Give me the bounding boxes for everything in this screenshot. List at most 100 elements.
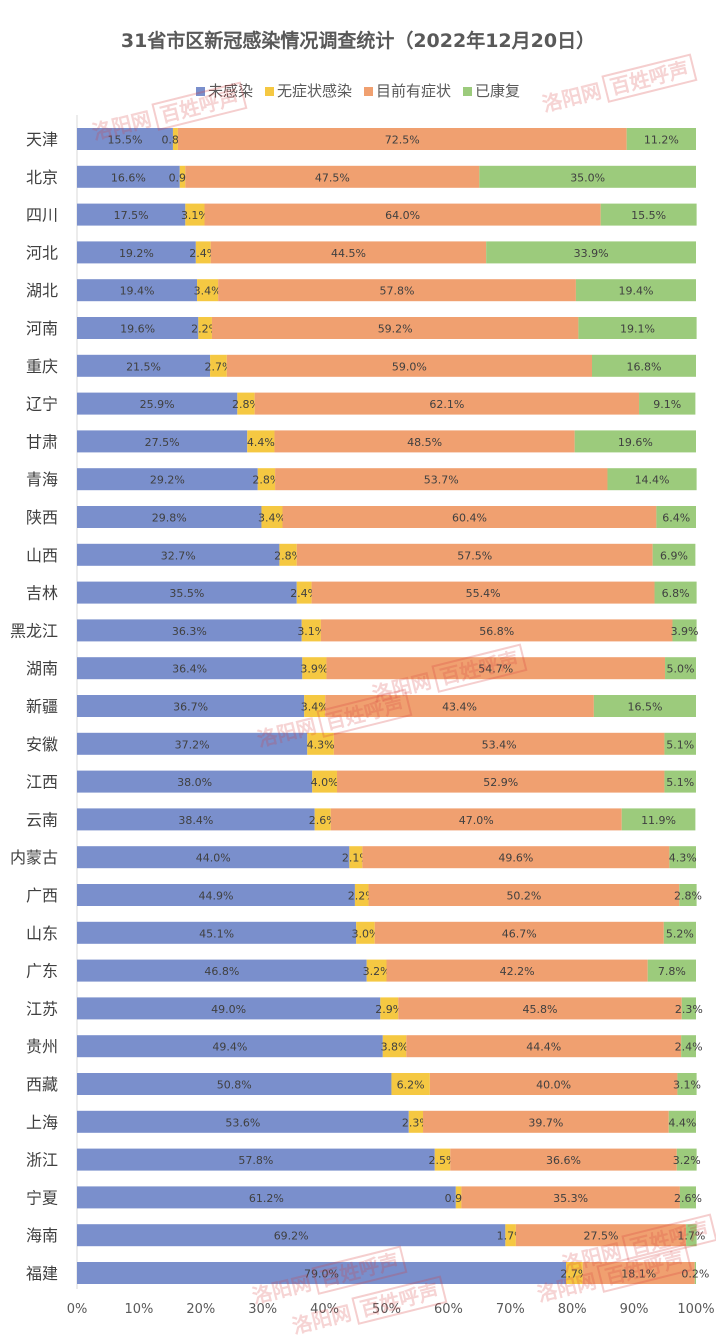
data-label: 3.9% [300,663,328,676]
category-label: 吉林 [26,584,58,603]
data-label: 6.9% [660,549,688,562]
bar-segment [656,506,696,528]
bar-segment [296,581,312,604]
bar-segment [77,1186,456,1209]
data-label: 18.1% [621,1268,656,1281]
category-label: 江苏 [26,999,58,1018]
bar-segment [578,317,697,339]
data-label: 49.0% [211,1003,246,1016]
bar-segment [307,732,334,755]
bar-segment [237,392,255,415]
data-label: 54.7% [478,663,513,676]
data-label: 11.2% [644,134,679,147]
bar-segment [668,1110,696,1133]
bar-segment [505,1224,516,1247]
data-label: 2.8% [274,549,302,562]
data-label: 5.1% [666,776,694,789]
bar-segment [179,165,186,188]
bar-segment [593,695,696,717]
data-label: 3.1% [181,209,209,222]
bar-segment [694,1262,696,1284]
bar-segment [254,392,640,415]
category-label: 安徽 [26,735,58,754]
data-label: 0.2% [681,1268,709,1281]
data-label: 59.0% [392,360,427,373]
category-label: 广西 [26,886,58,905]
bar-segment [275,468,608,491]
data-label: 3.1% [297,625,325,638]
data-label: 38.0% [177,776,212,789]
data-label: 3.4% [301,701,329,714]
bar-segment [77,770,313,793]
bar-segment [77,1262,567,1284]
data-label: 2.9% [375,1003,403,1016]
data-label: 14.4% [635,474,670,487]
data-label: 2.6% [309,814,337,827]
category-label: 贵州 [26,1037,58,1056]
data-label: 2.8% [252,474,280,487]
data-label: 61.2% [249,1192,284,1205]
x-tick-label: 60% [434,1302,463,1317]
data-label: 19.6% [120,323,155,336]
bar-segment [434,1148,451,1171]
data-label: 46.8% [204,965,239,978]
data-label: 9.1% [653,398,681,411]
data-label: 35.0% [570,171,605,184]
bar-segment [461,1186,680,1209]
data-label: 45.8% [523,1003,558,1016]
bar-segment [77,1035,383,1058]
data-label: 45.1% [199,927,234,940]
data-label: 56.8% [479,625,514,638]
category-label: 黑龙江 [10,621,58,640]
data-label: 57.8% [238,1154,273,1167]
legend-label: 目前有症状 [376,82,452,100]
bar-segment [374,921,664,944]
data-label: 46.7% [502,927,537,940]
bar-segment [198,317,212,339]
data-label: 19.4% [120,285,155,298]
bar-segment [77,808,315,831]
data-label: 3.1% [673,1079,701,1092]
data-label: 19.2% [119,247,154,260]
data-label: 47.5% [315,171,350,184]
data-label: 5.0% [667,663,695,676]
bar-segment [368,884,680,906]
data-label: 19.1% [620,323,655,336]
data-label: 3.2% [673,1154,701,1167]
bar-segment [185,203,205,226]
bar-segment [354,884,369,906]
data-label: 4.4% [247,436,275,449]
data-label: 44.5% [331,247,366,260]
bar-segment [77,506,262,528]
bar-segment [279,543,297,566]
category-label: 河北 [26,243,58,262]
bar-segment [669,846,696,869]
bar-segment [320,619,673,642]
bar-segment [257,468,276,491]
data-label: 50.8% [217,1079,252,1092]
bar-segment [301,619,321,642]
data-label: 5.1% [666,738,694,751]
bar-segment [177,128,627,150]
data-label: 62.1% [429,398,464,411]
bar-segment [679,1186,696,1209]
data-label: 21.5% [126,360,161,373]
data-label: 49.6% [498,852,533,865]
data-label: 37.2% [175,738,210,751]
x-tick-label: 10% [124,1302,153,1317]
data-label: 15.5% [631,209,666,222]
data-label: 36.4% [172,663,207,676]
x-tick-label: 90% [620,1302,649,1317]
bar-segment [333,732,665,755]
data-label: 3.2% [363,965,391,978]
data-label: 53.6% [225,1116,260,1129]
data-label: 2.4% [189,247,217,260]
bar-segment [665,657,696,680]
data-label: 39.7% [528,1116,563,1129]
data-label: 60.4% [452,512,487,525]
bar-segment [677,1073,697,1095]
bar-segment [621,808,696,831]
data-label: 3.0% [351,927,379,940]
data-label: 15.5% [107,134,142,147]
